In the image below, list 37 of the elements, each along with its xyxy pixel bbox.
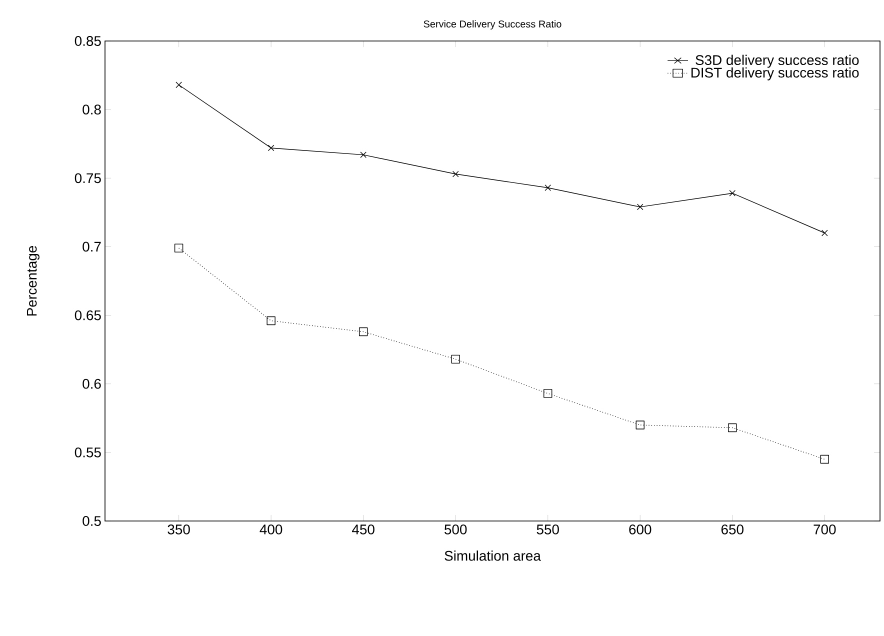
point [821, 230, 828, 236]
x-tick-label: 550 [536, 524, 559, 534]
point [728, 423, 737, 432]
x-tick-label: 700 [814, 524, 836, 534]
point [266, 316, 276, 326]
x-tick-label: 350 [168, 524, 190, 534]
y-tick-label: 0.7 [82, 242, 101, 252]
point [820, 454, 829, 464]
point [451, 354, 460, 364]
point [174, 244, 184, 252]
y-tick-label: 0.85 [74, 36, 101, 46]
chart-title: Service Delivery Success Ratio [424, 20, 562, 30]
point [358, 327, 368, 336]
legend-label: DIST delivery success ratio [691, 67, 859, 80]
point [268, 144, 274, 152]
y-tick-label: 0.8 [82, 104, 101, 115]
x-tick-label: 650 [721, 524, 744, 534]
x-tick-label: 450 [352, 524, 374, 534]
point [544, 184, 552, 191]
point [636, 420, 644, 430]
x-tick-label: 400 [260, 524, 282, 534]
x-axis-title: Simulation area [444, 550, 541, 561]
legend-label: S3D delivery success ratio [696, 54, 859, 68]
y-tick-label: 0.65 [74, 310, 101, 320]
y-tick-label: 0.75 [74, 173, 101, 184]
point [729, 190, 736, 196]
point [544, 389, 552, 398]
x-tick-label: 500 [444, 524, 467, 534]
x-tick-label: 600 [629, 524, 652, 534]
y-axis-title: Percentage [26, 246, 40, 316]
point [176, 82, 182, 88]
point [636, 204, 644, 210]
y-tick-label: 0.6 [82, 378, 101, 389]
y-tick-label: 0.5 [82, 516, 101, 526]
y-tick-label: 0.55 [74, 447, 101, 458]
point [452, 170, 459, 178]
point [360, 152, 367, 158]
